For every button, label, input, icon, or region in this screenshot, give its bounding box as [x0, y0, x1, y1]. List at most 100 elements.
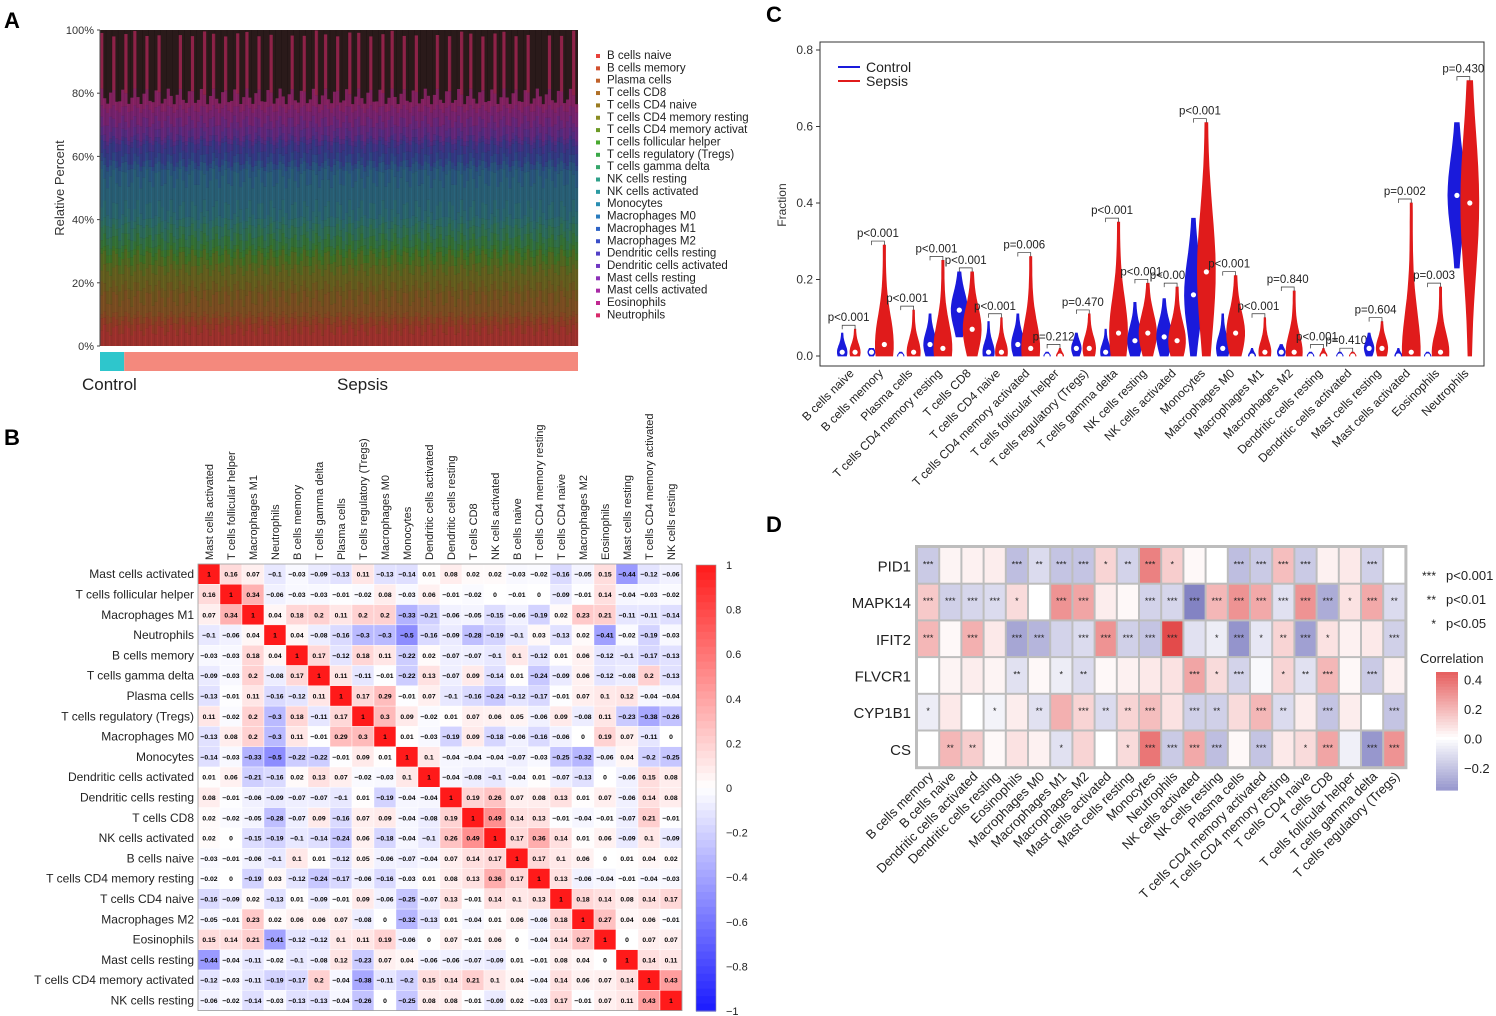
bar-segment — [366, 176, 370, 219]
cell-value: 0.15 — [202, 937, 215, 944]
bar-segment — [447, 316, 452, 327]
bar-segment — [115, 127, 119, 139]
bar-segment — [127, 298, 131, 314]
bar-segment — [402, 152, 406, 161]
cell-value: 0.09 — [356, 754, 369, 761]
bar-segment — [302, 326, 307, 346]
bar-segment — [190, 312, 195, 317]
cell-value: −0.13 — [200, 734, 217, 741]
bar-segment — [245, 271, 249, 282]
bar-segment — [493, 223, 497, 234]
bar-segment — [314, 290, 319, 312]
bar-segment — [193, 220, 198, 231]
bar-segment — [100, 105, 104, 117]
cell-value: −0.08 — [266, 673, 283, 680]
bar-segment — [366, 237, 370, 249]
bar-segment — [387, 240, 391, 251]
bar-segment — [103, 264, 107, 284]
bar-segment — [311, 319, 316, 333]
bar-segment — [326, 226, 331, 235]
bar-segment — [526, 316, 530, 326]
bar-segment — [139, 254, 143, 263]
bar-segment — [175, 256, 179, 265]
bar-segment — [193, 326, 198, 346]
bar-segment — [184, 332, 189, 346]
significance-bracket — [1222, 271, 1236, 276]
colorbar-step — [696, 758, 716, 767]
bar-segment — [487, 139, 491, 145]
bar-segment — [269, 161, 273, 172]
bar-segment — [475, 112, 479, 126]
bar-segment — [429, 290, 434, 302]
violin-sepsis-median — [1262, 349, 1268, 355]
bar-segment — [335, 312, 340, 317]
cell-value: −0.01 — [552, 815, 569, 822]
legend-swatch — [596, 128, 600, 133]
bar-segment — [208, 135, 213, 142]
cell-value: −0.12 — [310, 937, 327, 944]
bar-segment — [414, 245, 418, 250]
bar-segment — [121, 162, 125, 172]
bar-segment — [429, 145, 434, 154]
group-bar-sepsis — [124, 352, 579, 371]
bar-segment — [214, 217, 219, 226]
bar-segment — [233, 128, 237, 137]
bar-segment — [169, 216, 173, 225]
bar-segment — [381, 280, 385, 291]
bar-segment — [423, 222, 428, 231]
bar-segment — [565, 334, 570, 346]
bar-segment — [523, 274, 527, 285]
bar-segment — [538, 317, 542, 325]
bar-segment — [475, 331, 479, 346]
bar-segment — [181, 251, 186, 265]
cell-value: 1 — [405, 754, 409, 761]
bar-segment — [411, 115, 415, 130]
bar-segment — [354, 110, 358, 120]
bar-segment — [248, 200, 252, 218]
bar-segment — [112, 280, 116, 292]
bar-segment — [296, 227, 300, 241]
bar-segment — [571, 139, 576, 147]
bar-segment — [484, 152, 488, 162]
bar-segment — [360, 324, 364, 346]
bar-segment — [360, 148, 364, 158]
bar-segment — [254, 139, 258, 144]
bar-segment — [523, 90, 527, 107]
bar-segment — [248, 108, 252, 126]
bar-segment — [293, 159, 297, 167]
bar-segment — [444, 164, 449, 175]
bar-segment — [426, 139, 431, 147]
bar-segment — [308, 149, 313, 166]
bar-segment — [278, 88, 282, 106]
violin-sepsis-median — [1291, 349, 1297, 355]
bar-segment — [417, 297, 421, 313]
cell-value: 1 — [273, 633, 277, 640]
legend-label: Mast cells activated — [607, 285, 707, 297]
bar-segment — [348, 249, 352, 265]
bar-segment — [417, 327, 421, 346]
bar-segment — [372, 101, 376, 111]
bar-segment — [199, 332, 204, 346]
bar-segment — [124, 200, 128, 217]
bar-segment — [175, 288, 179, 306]
bar-segment — [305, 139, 310, 145]
bar-segment — [541, 302, 546, 315]
bar-segment — [523, 115, 527, 130]
cell-value: −0.32 — [398, 917, 415, 924]
bar-segment — [311, 223, 316, 231]
group-label-control: Control — [82, 375, 137, 394]
cell-value: −0.26 — [354, 998, 371, 1005]
sample-bar — [441, 102, 446, 346]
bar-segment — [514, 89, 518, 106]
bar-segment — [199, 223, 204, 232]
bar-segment — [139, 225, 143, 238]
cell-value: −0.14 — [200, 754, 217, 761]
bar-segment — [178, 105, 182, 118]
bar-segment — [441, 256, 446, 265]
bar-segment — [281, 317, 285, 325]
legend-swatch — [596, 152, 600, 157]
violin-sepsis — [1375, 321, 1389, 357]
bar-segment — [136, 324, 140, 346]
bar-segment — [112, 291, 116, 313]
cell-value: 0.1 — [490, 978, 500, 985]
